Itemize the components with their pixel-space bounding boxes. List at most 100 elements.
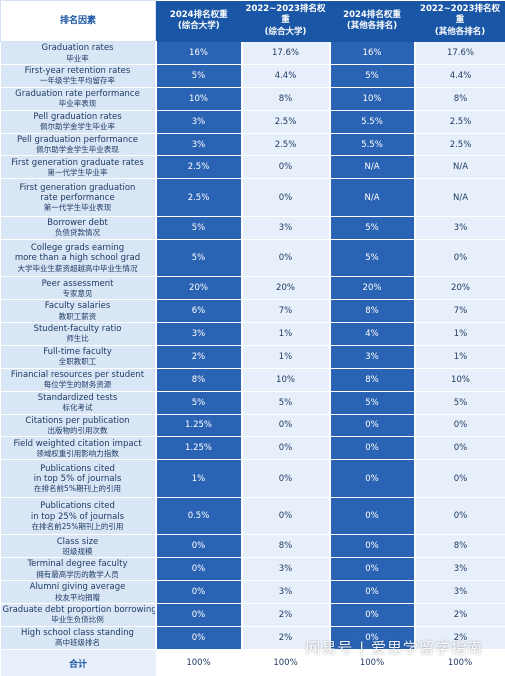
value-2024-other: 0% <box>328 557 415 582</box>
value-2022-2023-other: 0% <box>413 414 505 438</box>
factor-cell: Alumni giving average 校友平均捐赠 <box>0 580 156 604</box>
table-row: Graduation rate performance 毕业率表现 10% 8% 10%… <box>0 87 505 111</box>
factor-english: Class size <box>56 536 99 547</box>
factor-english: Alumni giving average <box>29 582 126 593</box>
factor-chinese: 高中班级排名 <box>55 638 100 648</box>
factor-cell: Publications cited in top 25% of journals… <box>0 497 156 536</box>
factor-cell: Field weighted citation impact 领域权重引用影响力指… <box>0 436 156 461</box>
factor-cell: Student-faculty ratio 师生比 <box>0 322 156 346</box>
value-2024-national: 0% <box>154 626 242 651</box>
total-value-2024-national: 100% <box>186 658 211 668</box>
factor-cell: Publications cited in top 5% of journals 在… <box>0 459 156 498</box>
factor-cell: Full-time faculty 全职教职工 <box>0 345 156 369</box>
table-row: Class size 班级规模 0% 8% 0% 8% <box>0 534 505 559</box>
factor-english: Full-time faculty <box>43 347 112 358</box>
value-2024-other: 8% <box>328 368 415 392</box>
factor-cell: Peer assessment 专家意见 <box>0 276 156 301</box>
value-2024-national: 1% <box>154 459 242 498</box>
value-2022-2023-national: 2.5% <box>240 110 330 134</box>
factor-cell: First-year retention rates 一年级学生平均留存率 <box>0 64 156 88</box>
value-2022-2023-national: 0% <box>240 155 330 180</box>
value-2024-national: 0% <box>154 557 242 582</box>
factor-cell: First generation graduation rate performa… <box>0 178 156 217</box>
factor-english: High school class standing <box>21 628 134 639</box>
total-value-2024-other: 100% <box>359 658 385 668</box>
value-2024-other: 0% <box>328 459 415 498</box>
factor-english: Graduation rate performance <box>15 89 140 100</box>
value-2024-national: 10% <box>154 87 242 111</box>
factor-chinese: 负债贷款情况 <box>55 228 100 238</box>
factor-chinese: 领域权重引用影响力指数 <box>36 448 119 458</box>
factor-english: Graduation rates <box>41 43 114 54</box>
total-value-2022-2023-national: 100% <box>273 658 298 668</box>
value-2022-2023-other: 8% <box>413 87 505 111</box>
factor-cell: Graduate debt proportion borrowing 毕业生负债比… <box>0 603 156 627</box>
table-row: Pell graduation rates 佩尔助学金学生毕业率 3% 2.5% 5.5… <box>0 110 505 134</box>
table-header-row: 排名因素 2024排名权重 (综合大学) 2022~2023排名权重 (综合大学) … <box>0 0 505 42</box>
factor-chinese: 第一代学生毕业率 <box>47 167 108 177</box>
factor-english: Financial resources per student <box>10 370 145 381</box>
value-2024-other: 10% <box>328 87 415 111</box>
factor-chinese: 第一代学生毕业表现 <box>43 203 112 213</box>
value-2024-other: 5% <box>328 391 415 415</box>
factor-cell: Pell graduation performance 佩尔助学金学生毕业表现 <box>0 133 156 157</box>
value-2024-national: 2% <box>154 345 242 369</box>
factor-english: Citations per publication <box>25 415 130 426</box>
factor-chinese: 标化考试 <box>62 403 93 413</box>
table-row: Borrower debt 负债贷款情况 5% 3% 5% 3% <box>0 216 505 240</box>
factor-cell: Terminal degree faculty 拥有最高学历的教学人员 <box>0 557 156 582</box>
value-2024-other: 5.5% <box>328 133 415 157</box>
value-2022-2023-other: 2.5% <box>413 110 505 134</box>
value-2022-2023-other: 17.6% <box>413 41 505 65</box>
total-row: 合计 100% 100% 100% 100% <box>0 649 505 676</box>
value-2022-2023-national: 4.4% <box>240 64 330 88</box>
header-2022-2023-national: 2022~2023排名权重 (综合大学) <box>241 0 330 42</box>
value-2022-2023-other: 2% <box>413 603 505 627</box>
value-2022-2023-national: 0% <box>240 239 330 278</box>
value-2024-national: 6% <box>154 299 242 323</box>
value-2022-2023-other: 7% <box>413 299 505 323</box>
value-2024-other: 0% <box>328 497 415 536</box>
table-row: Alumni giving average 校友平均捐赠 0% 3% 0% 3% <box>0 580 505 604</box>
table-row: Faculty salaries 教职工薪资 6% 7% 8% 7% <box>0 299 505 323</box>
factor-english: Publications cited <box>40 501 115 512</box>
value-2022-2023-national: 0% <box>240 414 330 438</box>
value-2022-2023-other: 20% <box>413 276 505 301</box>
factor-english: Publications cited <box>40 463 115 474</box>
watermark: 网易号 | 爱思学留学指南 <box>305 639 483 657</box>
header-2024-national: 2024排名权重 (综合大学) <box>155 0 242 42</box>
value-2024-other: 5% <box>328 216 415 240</box>
table-row: First generation graduation rate performa… <box>0 178 505 217</box>
factor-english: Field weighted citation impact <box>13 438 142 449</box>
value-2022-2023-other: N/A <box>413 155 505 180</box>
value-2022-2023-national: 3% <box>240 557 330 582</box>
value-2022-2023-other: 1% <box>413 322 505 346</box>
table-row: First-year retention rates 一年级学生平均留存率 5% 4.… <box>0 64 505 88</box>
value-2024-other: 0% <box>328 534 415 559</box>
factor-chinese: 一年级学生平均留存率 <box>40 76 115 86</box>
table-row: Graduate debt proportion borrowing 毕业生负债比… <box>0 603 505 627</box>
table-row: Pell graduation performance 佩尔助学金学生毕业表现 3%… <box>0 133 505 157</box>
table-body: Graduation rates 毕业率 16% 17.6% 16% 17.6% First… <box>0 41 505 651</box>
table-row: Financial resources per student 每位学生的财务资源… <box>0 368 505 392</box>
factor-chinese: 出版物的引用次数 <box>47 426 108 436</box>
value-2022-2023-other: 0% <box>413 436 505 461</box>
value-2022-2023-national: 0% <box>240 178 330 217</box>
value-2024-other: 5.5% <box>328 110 415 134</box>
factor-chinese: 专家意见 <box>62 288 93 298</box>
factor-english: Borrower debt <box>47 218 108 229</box>
value-2024-other: 8% <box>328 299 415 323</box>
value-2024-national: 0% <box>154 580 242 604</box>
table-row: Full-time faculty 全职教职工 2% 1% 3% 1% <box>0 345 505 369</box>
factor-english: Terminal degree faculty <box>27 559 128 570</box>
factor-cell: Borrower debt 负债贷款情况 <box>0 216 156 240</box>
table-row: Student-faculty ratio 师生比 3% 1% 4% 1% <box>0 322 505 346</box>
table-row: Field weighted citation impact 领域权重引用影响力指… <box>0 436 505 461</box>
table-row: Citations per publication 出版物的引用次数 1.25% 0%… <box>0 414 505 438</box>
value-2022-2023-national: 2% <box>240 603 330 627</box>
factor-english: rate performance <box>40 193 115 204</box>
value-2022-2023-other: 1% <box>413 345 505 369</box>
value-2022-2023-other: 3% <box>413 557 505 582</box>
value-2022-2023-national: 2% <box>240 626 330 651</box>
factor-cell: Financial resources per student 每位学生的财务资源 <box>0 368 156 392</box>
